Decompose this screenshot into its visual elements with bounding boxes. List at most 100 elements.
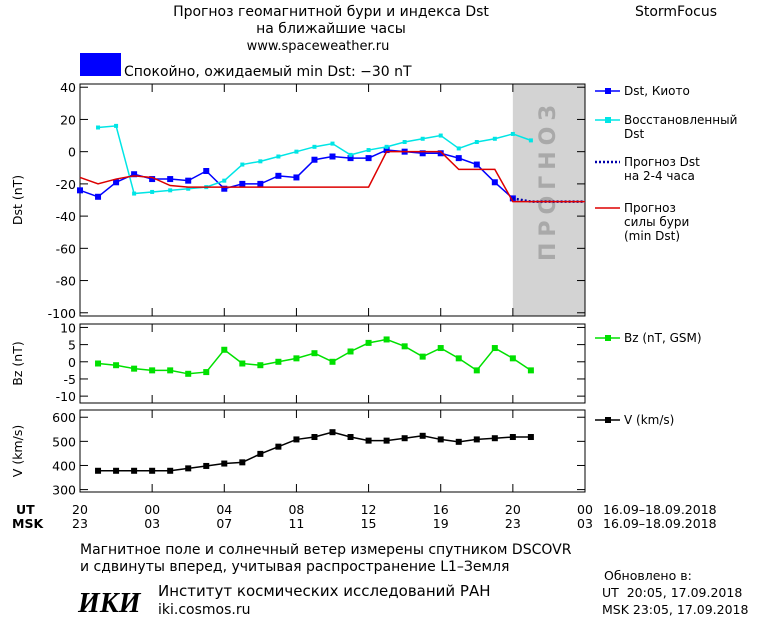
y-tick-label: -80 — [56, 274, 76, 289]
series-marker — [186, 186, 191, 191]
series-marker — [419, 150, 426, 157]
series-marker — [527, 367, 534, 374]
updated-label: Обновлено в: — [604, 568, 692, 583]
series-marker — [329, 358, 336, 365]
y-tick-label: -60 — [56, 241, 76, 256]
y-axis-label: Bz (nT) — [10, 341, 25, 385]
status-text: Спокойно, ожидаемый min Dst: −30 nT — [124, 64, 412, 80]
series-marker — [131, 365, 138, 372]
legend-label: Dst, Киото — [624, 84, 690, 98]
x-tick-label: 20 — [505, 502, 521, 517]
series-marker — [311, 434, 318, 441]
series-marker — [402, 140, 407, 144]
y-tick-label: 40 — [60, 80, 76, 95]
series-marker — [438, 133, 443, 138]
series-marker — [167, 176, 174, 183]
series-marker — [113, 362, 120, 369]
series-marker — [221, 460, 228, 467]
series-marker — [437, 345, 444, 352]
legend-label: Прогноз Dst на 2-4 часа — [624, 155, 700, 183]
footer-note: Магнитное поле и солнечный ветер измерен… — [80, 542, 572, 558]
series-marker — [509, 434, 516, 441]
series-marker — [348, 152, 353, 157]
y-axis-label: Dst (nT) — [10, 175, 25, 225]
series-marker — [347, 348, 354, 355]
series-marker — [239, 360, 246, 367]
series-marker — [131, 171, 138, 178]
updated-ut: UT 20:05, 17.09.2018 — [602, 585, 742, 600]
y-tick-label: -5 — [64, 372, 76, 387]
series-line — [79, 150, 585, 203]
series-marker — [240, 162, 245, 167]
plot-frame — [79, 323, 586, 404]
series-marker — [167, 367, 174, 374]
series-marker — [437, 150, 444, 157]
plot-frame — [79, 83, 586, 317]
y-tick-label: 300 — [52, 483, 76, 498]
series-marker — [221, 346, 228, 353]
series-marker — [113, 179, 120, 186]
series-marker — [311, 156, 318, 163]
series-marker — [185, 370, 192, 377]
series-marker — [365, 339, 372, 346]
series-marker — [221, 185, 228, 192]
institute: Институт космических исследований РАН — [158, 582, 491, 600]
x-tick-label-msk: 15 — [361, 516, 377, 531]
legend-label: Прогноз силы бури (min Dst) — [624, 201, 690, 243]
y-tick-label: 0 — [68, 355, 76, 370]
y-tick-label: 0 — [68, 145, 76, 160]
series-marker — [365, 155, 372, 162]
x-tick-label: 12 — [361, 502, 377, 517]
series-marker — [239, 180, 246, 187]
series-marker — [383, 147, 390, 154]
legend-label: Bz (nT, GSM) — [624, 331, 702, 345]
url: www.spaceweather.ru — [247, 39, 390, 54]
series-marker — [455, 438, 462, 445]
series-marker — [114, 123, 119, 128]
series-marker — [167, 467, 174, 474]
series-marker — [185, 177, 192, 184]
series-marker — [185, 465, 192, 472]
series-marker — [95, 467, 102, 474]
series-marker — [294, 149, 299, 154]
series-marker — [510, 131, 515, 136]
y-tick-label: -100 — [48, 306, 76, 321]
series-marker — [95, 360, 102, 367]
series-marker — [456, 146, 461, 151]
plot-frame — [79, 409, 586, 493]
series-marker — [384, 144, 389, 149]
series-marker — [509, 355, 516, 362]
x-tick-label-msk: 03 — [144, 516, 160, 531]
legend-marker — [605, 417, 611, 423]
x-tick-label: 08 — [288, 502, 304, 517]
y-tick-label: 500 — [52, 434, 76, 449]
x-tick-label: 00 — [144, 502, 160, 517]
series-marker — [474, 140, 479, 144]
legend-label: V (km/s) — [624, 413, 675, 427]
series-marker — [455, 355, 462, 362]
series-marker — [419, 353, 426, 360]
series-marker — [528, 138, 533, 143]
series-marker — [366, 148, 371, 153]
series-marker — [492, 136, 497, 141]
x-tick-label-msk: 23 — [505, 516, 521, 531]
series-marker — [329, 153, 336, 160]
series-marker — [473, 161, 480, 168]
series-marker — [347, 155, 354, 162]
updated-msk: MSK 23:05, 17.09.2018 — [602, 602, 748, 617]
series-marker — [203, 462, 210, 469]
series-marker — [365, 437, 372, 444]
series-marker — [311, 350, 318, 357]
series-marker — [77, 187, 83, 194]
x-tick-label-msk: 23 — [72, 516, 88, 531]
x-tick-label-msk: 11 — [288, 516, 304, 531]
title-line: Прогноз геомагнитной бури и индекса Dst — [173, 4, 489, 20]
series-marker — [293, 436, 300, 443]
series-marker — [437, 436, 444, 443]
series-marker — [132, 191, 137, 196]
x-tick-label: 00 — [577, 502, 593, 517]
series-marker — [258, 159, 263, 164]
ut-range: 16.09–18.09.2018 — [603, 502, 717, 517]
brand: StormFocus — [635, 4, 717, 20]
series-marker — [149, 176, 156, 183]
